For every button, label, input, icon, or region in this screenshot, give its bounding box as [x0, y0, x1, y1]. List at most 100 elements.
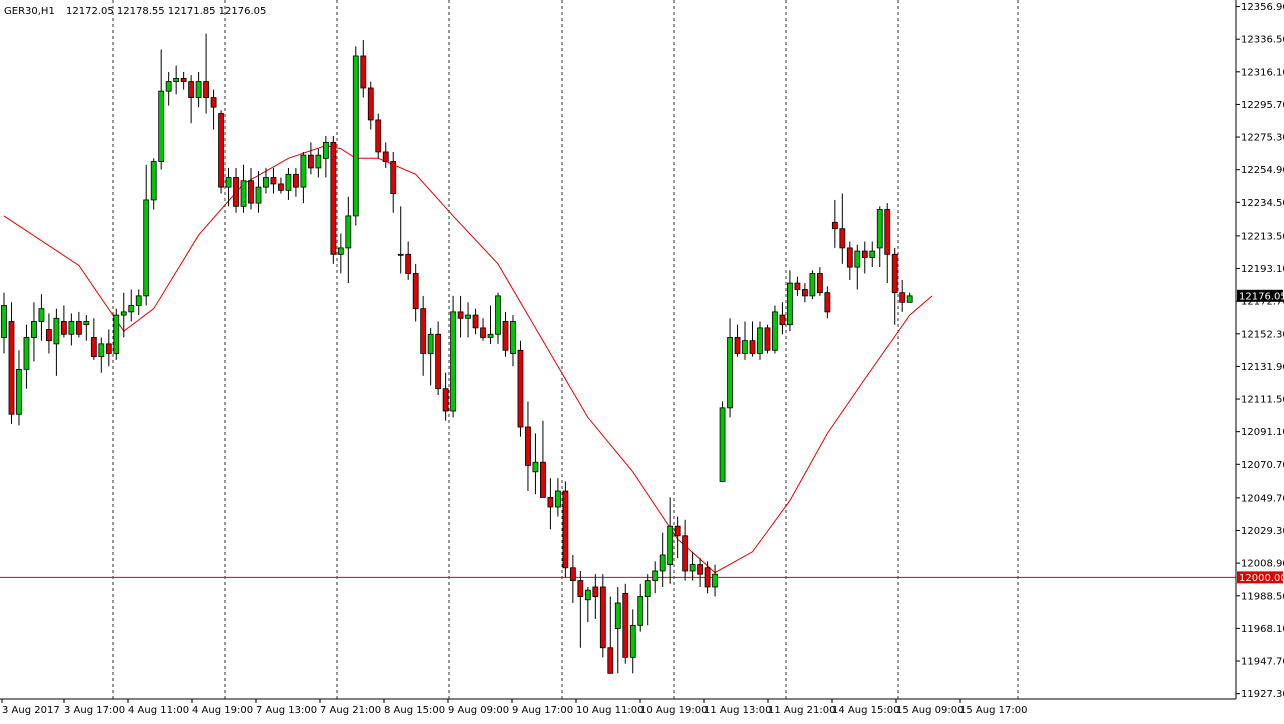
y-tick-label: 12275.30 [1241, 133, 1284, 144]
candle [420, 295, 427, 376]
candle [614, 586, 621, 674]
candle [846, 241, 853, 280]
candle-body [435, 333, 442, 390]
candle-body [719, 407, 726, 482]
candle [293, 167, 299, 197]
candle-body [689, 564, 696, 572]
candle [75, 311, 82, 338]
candle-body [240, 180, 247, 207]
candle-body [420, 308, 427, 354]
candle [16, 350, 22, 426]
candle [510, 315, 516, 367]
candle [143, 164, 150, 306]
candle-body [293, 173, 299, 188]
candle-body [98, 343, 105, 358]
candle [405, 241, 412, 280]
candle-body [869, 250, 876, 258]
candle [659, 532, 666, 587]
horizontal-line-layer: 12000.00 [0, 571, 1284, 584]
candle [809, 270, 816, 300]
candle-body [158, 90, 165, 162]
candle-body [854, 250, 861, 268]
candle-body [749, 340, 756, 354]
candle-body [322, 141, 329, 159]
candle [83, 315, 90, 341]
candle [352, 46, 359, 226]
candle-body [16, 369, 22, 415]
candle-body [330, 141, 337, 255]
level-line-tag [1237, 571, 1283, 584]
candle-body [622, 592, 629, 658]
candle [734, 324, 741, 357]
x-tick-label: 4 Aug 11:00 [128, 705, 189, 716]
candle-body [517, 349, 524, 428]
candle-body [450, 311, 457, 412]
candle [128, 289, 135, 322]
candle [285, 167, 292, 200]
candle [554, 478, 561, 517]
candle [884, 203, 891, 284]
y-tick-label: 12049.70 [1241, 493, 1284, 504]
candle-body [779, 314, 786, 326]
candle-body [734, 337, 741, 354]
candle-body [427, 333, 434, 354]
candle [367, 81, 374, 130]
candle-body [637, 596, 644, 626]
candle-body [38, 308, 45, 322]
candle-body [801, 289, 808, 297]
candle [697, 558, 704, 587]
candle [233, 167, 239, 213]
candle [345, 196, 352, 284]
candle [495, 292, 501, 344]
candle-body [307, 154, 314, 169]
candle-body [210, 97, 217, 108]
x-tick-label: 14 Aug 15:00 [832, 705, 899, 716]
candle-body [540, 461, 546, 498]
candle [225, 167, 232, 207]
candle-body [75, 321, 82, 335]
candle [315, 148, 322, 178]
candle-body [674, 525, 681, 537]
candle [135, 289, 142, 316]
candle [547, 478, 554, 530]
candle [622, 583, 629, 664]
candle [689, 551, 696, 581]
candle-body [584, 589, 591, 601]
candle-body [270, 177, 277, 185]
x-tick-label: 15 Aug 09:00 [896, 705, 963, 716]
candle [180, 71, 187, 90]
candle-body [195, 81, 202, 98]
candle-body [8, 321, 15, 415]
candle [442, 372, 449, 421]
candle [382, 142, 389, 168]
candle-body [614, 602, 621, 629]
candle-body [31, 321, 37, 338]
candle-body [255, 186, 262, 204]
candle-body [188, 81, 195, 98]
candle-body [480, 327, 486, 338]
candle [652, 561, 659, 594]
candle [801, 283, 808, 303]
x-tick-label: 11 Aug 13:00 [704, 705, 771, 716]
candle [480, 318, 486, 341]
candle-body [704, 567, 711, 588]
y-tick-label: 12295.70 [1241, 100, 1284, 111]
candle [8, 302, 15, 424]
candle-body [764, 327, 771, 351]
candle [719, 401, 726, 482]
candle-body [652, 570, 659, 581]
candle [412, 263, 419, 322]
moving-average-line [3, 144, 933, 574]
candle [749, 321, 756, 357]
candle-body [218, 113, 224, 188]
candle-body [382, 151, 389, 162]
candle-body [233, 177, 239, 207]
candle [23, 324, 30, 389]
candle-body [487, 333, 494, 338]
symbol-label: GER30,H1 [4, 6, 55, 17]
candle-body [659, 554, 666, 572]
x-tick-label: 10 Aug 19:00 [640, 705, 707, 716]
